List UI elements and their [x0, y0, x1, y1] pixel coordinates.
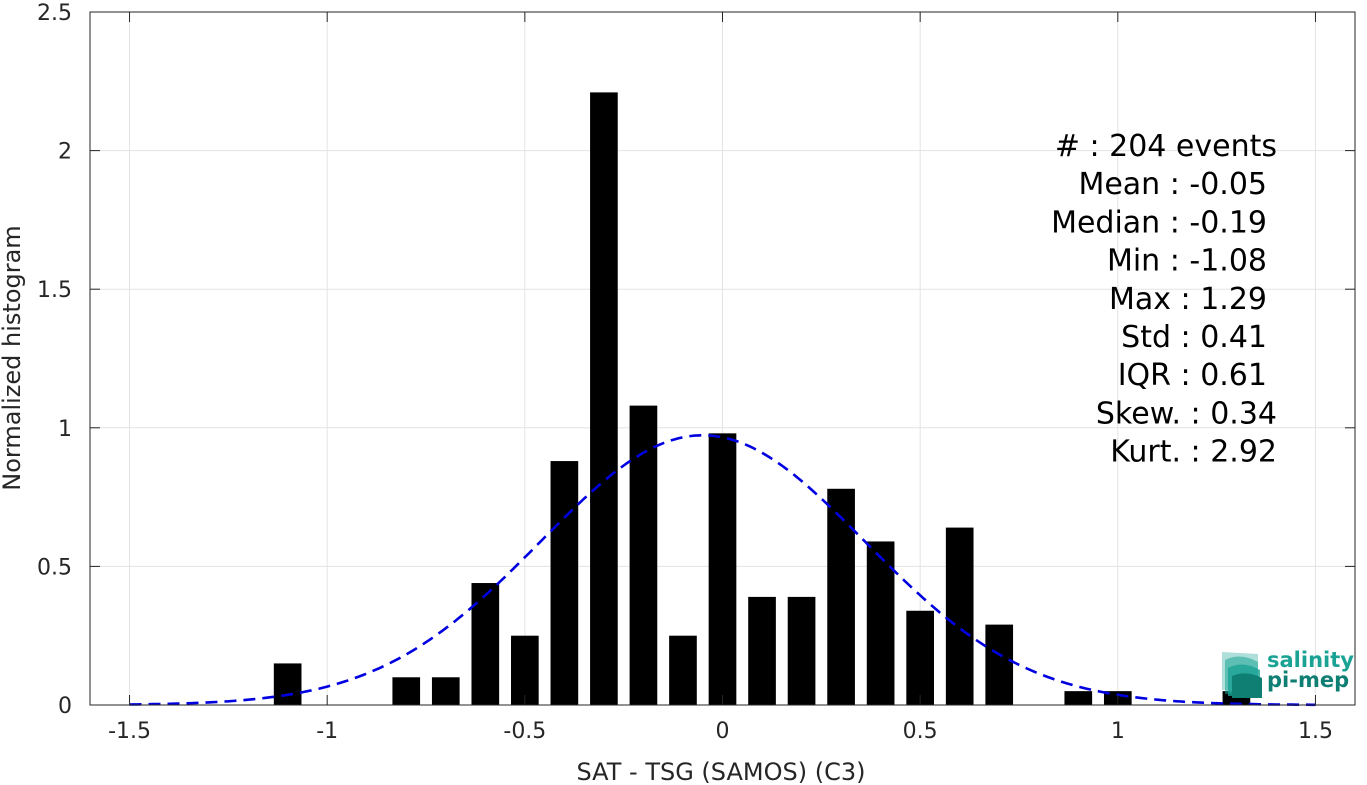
y-tick-label: 0 — [58, 694, 72, 719]
histogram-bar — [708, 433, 737, 705]
stat-line: Mean : -0.05 — [1078, 167, 1267, 202]
x-axis-label: SAT - TSG (SAMOS) (C3) — [577, 758, 866, 785]
stat-line: Skew. : 0.34 — [1096, 396, 1277, 431]
histogram-bar — [906, 610, 934, 705]
histogram-bar — [590, 92, 618, 705]
histogram-bar — [431, 677, 460, 705]
histogram-bar — [1064, 691, 1093, 705]
histogram-bar — [985, 624, 1014, 705]
normal-fit-curve — [129, 433, 1316, 707]
y-tick-label: 2.5 — [37, 1, 72, 26]
salinity-pi-mep-logo: salinity pi-mep — [1222, 648, 1354, 698]
x-tick-label: -0.5 — [503, 719, 546, 744]
x-tick-labels: -1.5 -1 -0.5 0 0.5 1 1.5 — [108, 719, 1333, 744]
stat-line: Kurt. : 2.92 — [1110, 435, 1277, 470]
y-tick-label: 0.5 — [37, 555, 72, 580]
wave-layers-icon — [1222, 652, 1262, 698]
logo-line1: salinity — [1267, 648, 1354, 672]
histogram-bar — [748, 596, 776, 705]
y-tick-label: 1.5 — [37, 278, 72, 303]
stat-line: Median : -0.19 — [1051, 205, 1267, 240]
y-tick-label: 1 — [58, 417, 72, 442]
histogram-bar — [866, 541, 895, 705]
histogram-bar — [945, 527, 974, 705]
histogram-bar — [827, 488, 855, 705]
histogram-bar — [392, 677, 421, 705]
histogram-bar — [471, 583, 500, 705]
axis-ticks — [90, 11, 1355, 706]
histogram-bar — [511, 635, 539, 705]
y-tick-labels: 0 0.5 1 1.5 2 2.5 — [37, 1, 72, 719]
stat-line: # : 204 events — [1055, 129, 1277, 164]
histogram-bars — [273, 92, 1251, 705]
x-tick-label: 0 — [716, 719, 730, 744]
x-tick-label: -1 — [316, 719, 338, 744]
x-tick-label: -1.5 — [108, 719, 151, 744]
stat-line: IQR : 0.61 — [1118, 358, 1267, 393]
stat-line: Std : 0.41 — [1121, 320, 1267, 355]
logo-line2: pi-mep — [1267, 668, 1349, 692]
x-tick-label: 1.5 — [1298, 719, 1333, 744]
histogram-bar — [273, 663, 302, 705]
stat-line: Min : -1.08 — [1107, 244, 1267, 279]
x-tick-label: 1 — [1111, 719, 1125, 744]
histogram-bar — [787, 596, 816, 705]
y-axis-label: Normalized histogram — [0, 225, 26, 490]
histogram-bar — [629, 405, 658, 705]
histogram-bar — [550, 461, 579, 705]
x-tick-label: 0.5 — [903, 719, 938, 744]
stat-line: Max : 1.29 — [1109, 282, 1267, 317]
y-tick-label: 2 — [58, 140, 72, 165]
histogram-bar — [669, 635, 697, 705]
